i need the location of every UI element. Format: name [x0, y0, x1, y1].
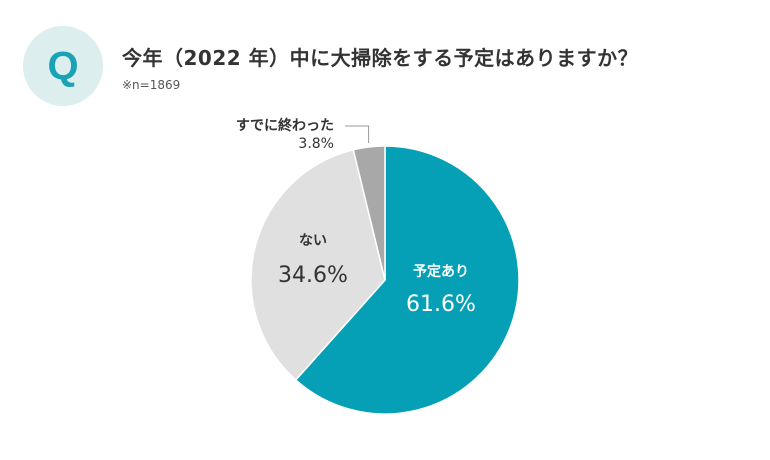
pie-slices — [250, 145, 520, 415]
slice-label-not-planned-value: 34.6% — [278, 263, 348, 288]
slice-label-already-done-name: すでに終わった — [236, 117, 334, 134]
question-badge-letter: Q — [47, 44, 79, 88]
slice-label-planned-name: 予定あり — [413, 263, 469, 280]
slice-label-planned-value: 61.6% — [406, 292, 476, 317]
slice-label-not-planned-name: ない — [299, 233, 327, 249]
slice-label-already-done-value: 3.8% — [298, 136, 334, 152]
pie-slice-planned — [294, 145, 520, 415]
sample-size-note: ※n=1869 — [122, 78, 181, 92]
pie-slice-not-planned — [250, 148, 386, 382]
question-badge: Q — [23, 26, 103, 106]
pie-slice-already-done — [352, 145, 386, 281]
question-title: 今年（2022 年）中に大掃除をする予定はありますか？ — [122, 46, 639, 70]
slice-leader-line-already-done — [345, 125, 370, 143]
